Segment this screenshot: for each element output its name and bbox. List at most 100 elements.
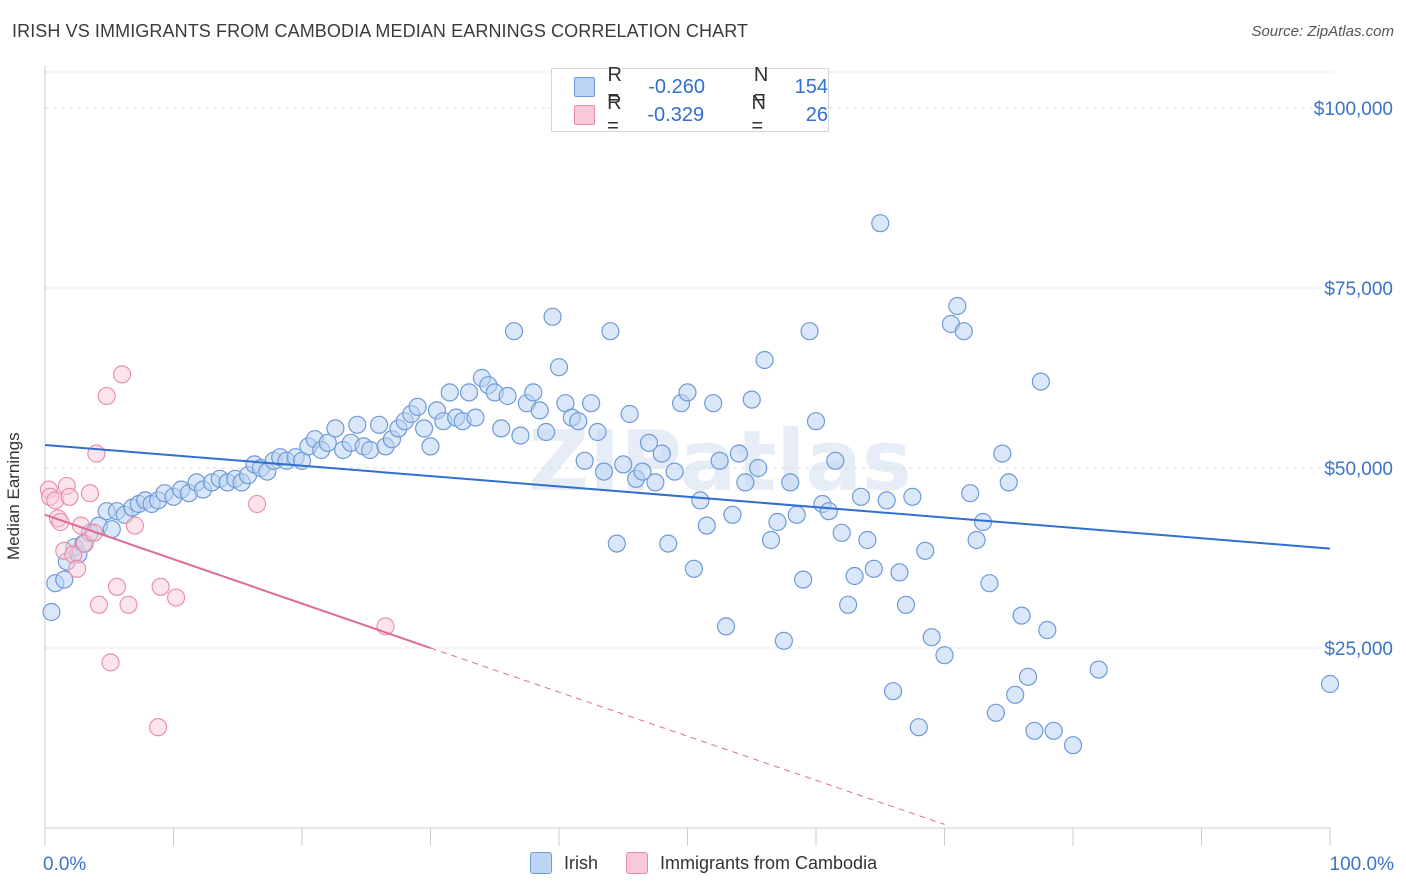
irish-point xyxy=(986,703,1006,722)
cambodia-point xyxy=(247,494,267,514)
irish-point xyxy=(935,646,954,665)
cambodia-point xyxy=(125,516,144,535)
irish-point xyxy=(370,415,389,434)
irish-point xyxy=(459,383,479,402)
irish-point xyxy=(691,491,710,510)
cambodia-point xyxy=(84,523,103,542)
irish-point xyxy=(498,386,517,406)
irish-point xyxy=(716,617,736,636)
irish-point xyxy=(832,523,851,542)
legend-label-irish: Irish xyxy=(564,852,599,873)
irish-point xyxy=(537,422,556,442)
y-tick-labels: $25,000 $50,000 $75,000 $100,000 xyxy=(1314,99,1393,660)
legend-n-label: N = xyxy=(751,92,766,137)
irish-point xyxy=(749,458,768,478)
irish-point xyxy=(594,462,614,481)
y-tick-label: $100,000 xyxy=(1314,99,1393,120)
cambodia-points xyxy=(39,365,395,737)
irish-point xyxy=(601,322,620,341)
irish-point xyxy=(1018,667,1038,686)
irish-point xyxy=(851,487,871,506)
y-tick-label: $25,000 xyxy=(1324,639,1393,660)
irish-point xyxy=(614,455,633,474)
cambodia-point xyxy=(68,559,87,578)
irish-point xyxy=(659,534,678,553)
irish-point xyxy=(582,394,601,413)
irish-point xyxy=(890,563,909,582)
irish-point xyxy=(326,419,345,438)
irish-point xyxy=(1038,620,1057,640)
legend-row-irish: R = -0.260 N = 154 xyxy=(552,64,829,109)
irish-point xyxy=(1044,721,1063,740)
irish-point xyxy=(903,487,922,506)
irish-point xyxy=(1320,674,1340,694)
irish-swatch xyxy=(530,852,552,874)
irish-point xyxy=(524,383,543,402)
irish-point xyxy=(1025,721,1044,740)
legend-r-label: R = xyxy=(607,92,622,137)
irish-point xyxy=(800,322,819,341)
irish-point xyxy=(318,433,337,452)
irish-point xyxy=(877,491,896,510)
cambodia-point xyxy=(149,718,168,737)
legend-item-cambodia[interactable]: Immigrants from Cambodia xyxy=(626,852,877,874)
irish-point xyxy=(466,408,485,427)
irish-point xyxy=(652,444,671,463)
cambodia-point xyxy=(97,386,116,406)
irish-point xyxy=(794,570,813,589)
irish-point xyxy=(511,426,530,445)
irish-point xyxy=(993,444,1012,463)
irish-point xyxy=(678,383,697,402)
irish-point xyxy=(42,602,61,622)
legend-r-value: -0.260 xyxy=(648,75,705,98)
irish-point xyxy=(620,404,639,424)
x-tick-labels: 0.0% 100.0% xyxy=(43,854,1394,875)
trendlines xyxy=(44,443,1331,825)
irish-point xyxy=(961,484,980,503)
irish-point xyxy=(839,595,858,614)
irish-point xyxy=(361,440,380,460)
irish-point xyxy=(781,473,800,492)
irish-point xyxy=(684,559,704,578)
irish-point xyxy=(543,307,562,326)
irish-point xyxy=(922,628,941,647)
gridlines xyxy=(45,71,1335,649)
legend-row-cambodia: R = -0.329 N = 26 xyxy=(552,92,828,137)
irish-point xyxy=(697,516,716,535)
irish-point xyxy=(1063,736,1083,755)
irish-point xyxy=(414,419,434,438)
irish-point xyxy=(1006,685,1025,704)
x-tick-label: 0.0% xyxy=(43,854,86,875)
cambodia-point xyxy=(89,595,109,614)
irish-point xyxy=(826,451,845,470)
irish-point xyxy=(871,214,890,233)
irish-points xyxy=(42,214,1340,755)
chart-title: IRISH VS IMMIGRANTS FROM CAMBODIA MEDIAN… xyxy=(12,21,749,41)
irish-point xyxy=(710,451,729,470)
irish-point xyxy=(883,682,903,701)
legend-r-label: R = xyxy=(607,64,622,109)
irish-point xyxy=(980,574,999,593)
irish-point xyxy=(761,530,781,550)
irish-point xyxy=(633,462,652,481)
legend-r-value: -0.329 xyxy=(647,103,705,126)
legend-n-value: 154 xyxy=(794,75,829,98)
cambodia-trendline-extension xyxy=(430,647,945,825)
irish-point xyxy=(864,559,883,578)
y-axis-label: Median Earnings xyxy=(4,432,23,560)
stats-legend: R = -0.260 N = 154 R = -0.329 N = 26 xyxy=(551,64,829,137)
irish-point xyxy=(530,401,549,420)
irish-point xyxy=(999,473,1018,492)
irish-point xyxy=(768,512,787,532)
irish-point xyxy=(504,322,524,341)
irish-point xyxy=(755,350,774,370)
irish-point xyxy=(421,437,440,456)
source-credit: Source: ZipAtlas.com xyxy=(1251,23,1394,40)
cambodia-point xyxy=(151,577,170,596)
irish-point xyxy=(704,394,723,413)
legend-item-irish[interactable]: Irish xyxy=(530,852,598,874)
cambodia-swatch xyxy=(574,105,596,125)
series-legend: Irish Immigrants from Cambodia xyxy=(530,852,905,874)
irish-point xyxy=(1089,660,1108,679)
